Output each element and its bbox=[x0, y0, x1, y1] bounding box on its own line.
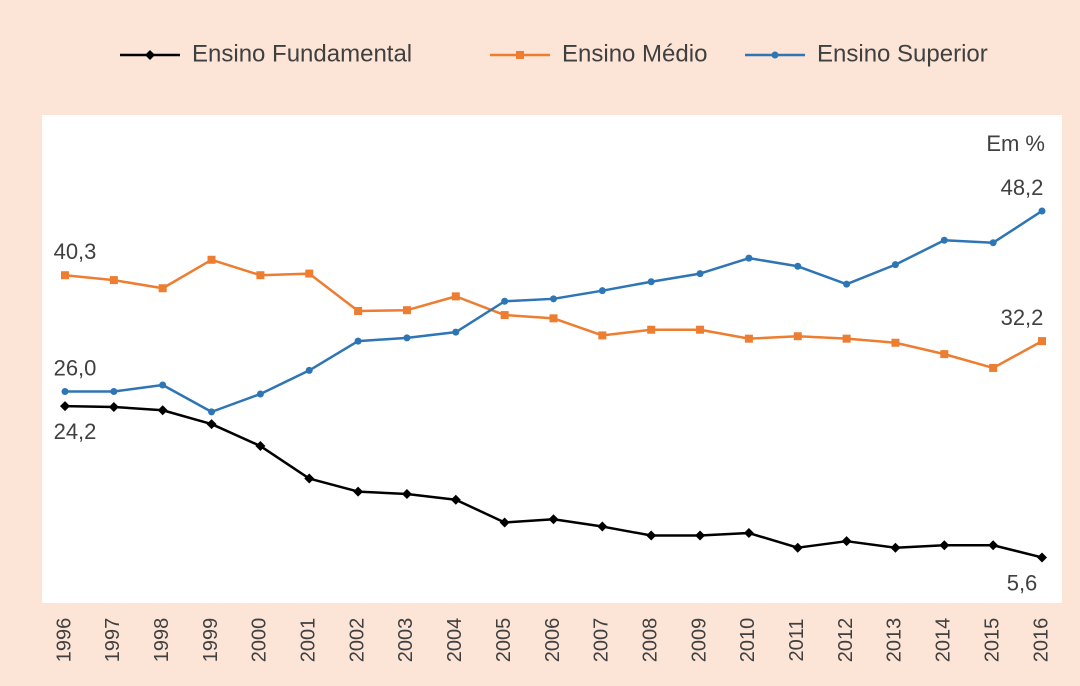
marker bbox=[159, 381, 167, 389]
marker bbox=[305, 269, 314, 278]
marker bbox=[745, 254, 753, 262]
marker bbox=[353, 486, 364, 497]
marker bbox=[771, 51, 779, 59]
marker bbox=[452, 328, 460, 336]
marker bbox=[157, 405, 168, 416]
marker bbox=[304, 473, 315, 484]
marker bbox=[60, 401, 70, 412]
data-label: 24,2 bbox=[54, 419, 97, 444]
marker bbox=[843, 280, 851, 288]
x-tick-label: 2003 bbox=[395, 618, 417, 663]
x-tick-label: 2006 bbox=[542, 618, 564, 663]
x-tick-label: 1996 bbox=[53, 618, 75, 663]
marker bbox=[794, 262, 802, 270]
x-tick-label: 2005 bbox=[493, 618, 515, 663]
marker bbox=[61, 388, 69, 396]
x-tick-label: 2016 bbox=[1030, 618, 1052, 663]
marker bbox=[549, 314, 558, 323]
data-label: 5,6 bbox=[1007, 570, 1038, 595]
marker bbox=[598, 287, 606, 295]
data-label: 48,2 bbox=[1001, 175, 1044, 200]
x-tick-label: 2000 bbox=[249, 618, 271, 663]
marker bbox=[108, 401, 119, 412]
marker bbox=[402, 306, 411, 315]
x-tick-label: 2010 bbox=[737, 618, 759, 663]
x-tick-label: 2002 bbox=[346, 618, 368, 663]
marker bbox=[940, 236, 948, 244]
marker bbox=[841, 536, 852, 547]
marker bbox=[939, 540, 950, 551]
marker bbox=[891, 338, 900, 347]
legend-label: Ensino Fundamental bbox=[192, 40, 412, 67]
marker bbox=[1037, 552, 1047, 563]
marker bbox=[891, 261, 899, 269]
marker bbox=[305, 366, 313, 374]
marker bbox=[256, 390, 264, 398]
marker bbox=[207, 255, 216, 264]
marker bbox=[208, 408, 216, 416]
marker bbox=[550, 295, 557, 303]
x-tick-label: 2015 bbox=[981, 618, 1003, 663]
marker bbox=[403, 334, 411, 342]
x-tick-label: 1997 bbox=[102, 618, 124, 663]
marker bbox=[989, 239, 997, 247]
marker bbox=[500, 311, 509, 320]
x-tick-label: 2001 bbox=[298, 618, 320, 663]
x-tick-label: 2013 bbox=[884, 618, 906, 663]
plot-area bbox=[42, 115, 1062, 603]
marker bbox=[695, 530, 706, 541]
marker bbox=[451, 292, 460, 301]
marker bbox=[109, 276, 118, 285]
marker bbox=[158, 284, 167, 293]
marker bbox=[501, 297, 509, 305]
marker bbox=[548, 514, 559, 525]
marker bbox=[646, 530, 657, 541]
unit-annotation: Em % bbox=[986, 131, 1045, 156]
data-label: 32,2 bbox=[1001, 305, 1044, 330]
data-label: 26,0 bbox=[54, 355, 97, 380]
x-tick-label: 2004 bbox=[444, 618, 466, 663]
legend-label: Ensino Médio bbox=[562, 40, 707, 67]
legend-label: Ensino Superior bbox=[817, 40, 988, 67]
marker bbox=[989, 363, 998, 372]
marker bbox=[744, 334, 753, 343]
x-tick-label: 2008 bbox=[639, 618, 661, 663]
marker bbox=[354, 337, 362, 345]
marker bbox=[516, 51, 524, 59]
x-tick-label: 2007 bbox=[591, 618, 613, 663]
marker bbox=[890, 542, 901, 553]
marker bbox=[110, 388, 118, 396]
x-tick-label: 1999 bbox=[200, 618, 222, 663]
marker bbox=[743, 528, 754, 539]
x-tick-label: 2009 bbox=[688, 618, 710, 663]
x-tick-label: 1998 bbox=[151, 618, 173, 663]
marker bbox=[842, 334, 851, 343]
x-tick-label: 2011 bbox=[786, 618, 808, 661]
marker bbox=[255, 441, 266, 452]
marker bbox=[206, 419, 217, 430]
marker bbox=[145, 50, 155, 60]
marker bbox=[988, 540, 999, 551]
marker bbox=[696, 325, 705, 334]
marker bbox=[1038, 207, 1046, 215]
marker bbox=[61, 271, 69, 280]
marker bbox=[1038, 337, 1046, 346]
x-tick-label: 2014 bbox=[933, 618, 955, 663]
marker bbox=[401, 489, 412, 500]
marker bbox=[598, 331, 607, 340]
marker bbox=[792, 542, 803, 553]
marker bbox=[256, 271, 265, 280]
x-tick-label: 2012 bbox=[835, 618, 857, 663]
marker bbox=[940, 350, 949, 359]
marker bbox=[647, 325, 656, 334]
data-label: 40,3 bbox=[54, 239, 97, 264]
marker bbox=[597, 521, 608, 532]
marker bbox=[647, 278, 655, 286]
marker bbox=[793, 332, 802, 341]
marker bbox=[499, 517, 510, 528]
marker bbox=[354, 307, 363, 316]
marker bbox=[696, 270, 704, 278]
marker bbox=[450, 494, 461, 505]
